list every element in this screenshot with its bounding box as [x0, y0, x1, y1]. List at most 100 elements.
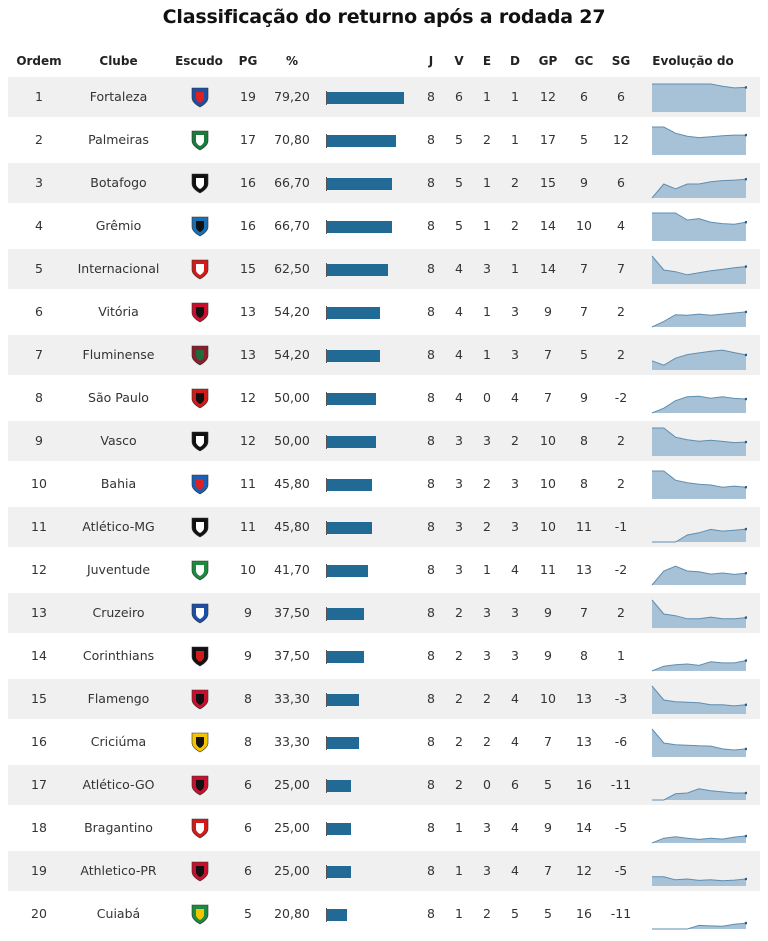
sparkline-end-dot — [744, 659, 747, 662]
cell-j: 8 — [427, 519, 435, 534]
cell-pct: 70,80 — [274, 132, 310, 147]
cell-clube: Criciúma — [90, 734, 147, 749]
table-row: 3 Botafogo 16 66,70 8 5 1 2 15 9 6 — [8, 163, 760, 203]
palmeiras-crest-icon — [191, 130, 209, 151]
evolution-sparkline — [652, 83, 747, 112]
cell-gp: 10 — [540, 519, 556, 534]
cell-v: 4 — [455, 304, 463, 319]
cell-e: 3 — [483, 605, 491, 620]
header-d: D — [510, 54, 520, 68]
cell-clube: Grêmio — [95, 218, 142, 233]
cell-j: 8 — [427, 863, 435, 878]
sparkline-end-dot — [744, 440, 747, 444]
cell-gc: 10 — [576, 218, 592, 233]
fortaleza-crest-icon — [191, 87, 209, 108]
bar-baseline — [326, 822, 327, 836]
cell-pct: 79,20 — [274, 89, 310, 104]
cell-sg: -11 — [610, 906, 632, 921]
cell-v: 2 — [455, 734, 463, 749]
bar-baseline — [326, 435, 327, 449]
evolution-sparkline — [652, 788, 747, 801]
cell-pct: 66,70 — [274, 175, 310, 190]
cell-d: 5 — [511, 906, 519, 921]
header-v: V — [454, 54, 464, 68]
cell-ordem: 20 — [31, 906, 47, 921]
cell-clube: Internacional — [77, 261, 160, 276]
juventude-crest-icon — [191, 560, 209, 581]
header-clube: Clube — [99, 54, 138, 68]
evolution-sparkline — [652, 527, 747, 543]
cell-sg: -3 — [614, 691, 628, 706]
cell-sg: 2 — [617, 605, 625, 620]
cell-j: 8 — [427, 261, 435, 276]
sparkline-area — [652, 566, 746, 585]
cell-ordem: 11 — [31, 519, 47, 534]
cell-ordem: 14 — [31, 648, 47, 663]
evolution-sparkline — [651, 728, 747, 757]
bar-baseline — [326, 220, 327, 234]
cell-clube: Vasco — [100, 433, 137, 448]
sparkline-end-dot — [744, 353, 747, 357]
cell-pct: 45,80 — [274, 519, 310, 534]
cell-sg: 4 — [617, 218, 625, 233]
atletico-go-crest-icon — [191, 775, 209, 796]
cell-pct: 62,50 — [274, 261, 310, 276]
cell-j: 8 — [427, 562, 435, 577]
cell-j: 8 — [427, 390, 435, 405]
percentage-bar — [327, 780, 352, 792]
cell-sg: -1 — [614, 519, 628, 534]
cell-d: 1 — [511, 132, 519, 147]
cell-v: 2 — [455, 691, 463, 706]
cell-e: 2 — [483, 906, 491, 921]
cell-e: 2 — [483, 132, 491, 147]
sparkline-line — [651, 728, 747, 751]
cell-gc: 12 — [576, 863, 592, 878]
sparkline-area — [652, 84, 746, 112]
bahia-crest-icon — [191, 474, 209, 495]
cell-v: 6 — [455, 89, 463, 104]
cell-e: 0 — [483, 390, 491, 405]
table-row: 8 São Paulo 12 50,00 8 4 0 4 7 9 -2 — [8, 378, 760, 418]
cell-sg: -2 — [614, 562, 628, 577]
cell-clube: Bragantino — [84, 820, 153, 835]
table-row: 13 Cruzeiro 9 37,50 8 2 3 3 9 7 2 — [8, 593, 760, 633]
sparkline-area — [652, 311, 746, 327]
sparkline-end-dot — [744, 921, 747, 925]
cell-ordem: 10 — [31, 476, 47, 491]
percentage-bar — [327, 565, 368, 577]
evolution-sparkline — [651, 659, 747, 672]
sparkline-area — [652, 127, 746, 155]
bar-baseline — [326, 564, 327, 578]
percentage-bar — [327, 92, 404, 104]
cell-sg: -5 — [614, 863, 628, 878]
percentage-bar — [327, 178, 392, 190]
cell-v: 1 — [455, 820, 463, 835]
sparkline-area — [652, 471, 746, 499]
sparkline-area — [652, 179, 746, 198]
cell-pct: 41,70 — [274, 562, 310, 577]
cell-clube: Atlético-MG — [82, 519, 155, 534]
sparkline-area — [652, 213, 746, 241]
header-escudo: Escudo — [175, 54, 223, 68]
cell-v: 3 — [455, 476, 463, 491]
cell-gc: 7 — [580, 304, 588, 319]
cell-gp: 10 — [540, 691, 556, 706]
header-j: J — [428, 54, 434, 68]
cell-pg: 6 — [244, 777, 252, 792]
cell-ordem: 18 — [31, 820, 47, 835]
cell-gc: 8 — [580, 476, 588, 491]
percentage-bar — [327, 737, 360, 749]
atletico-mg-crest-icon — [191, 517, 209, 538]
cuiaba-crest-icon — [191, 904, 209, 925]
cell-ordem: 1 — [35, 89, 43, 104]
cell-pct: 33,30 — [274, 734, 310, 749]
percentage-bar — [327, 307, 380, 319]
cell-ordem: 17 — [31, 777, 47, 792]
cell-e: 2 — [483, 691, 491, 706]
bar-baseline — [326, 693, 327, 707]
cell-sg: 2 — [617, 347, 625, 362]
cell-ordem: 19 — [31, 863, 47, 878]
cell-pg: 19 — [240, 89, 256, 104]
cell-e: 2 — [483, 476, 491, 491]
percentage-bar — [327, 522, 372, 534]
